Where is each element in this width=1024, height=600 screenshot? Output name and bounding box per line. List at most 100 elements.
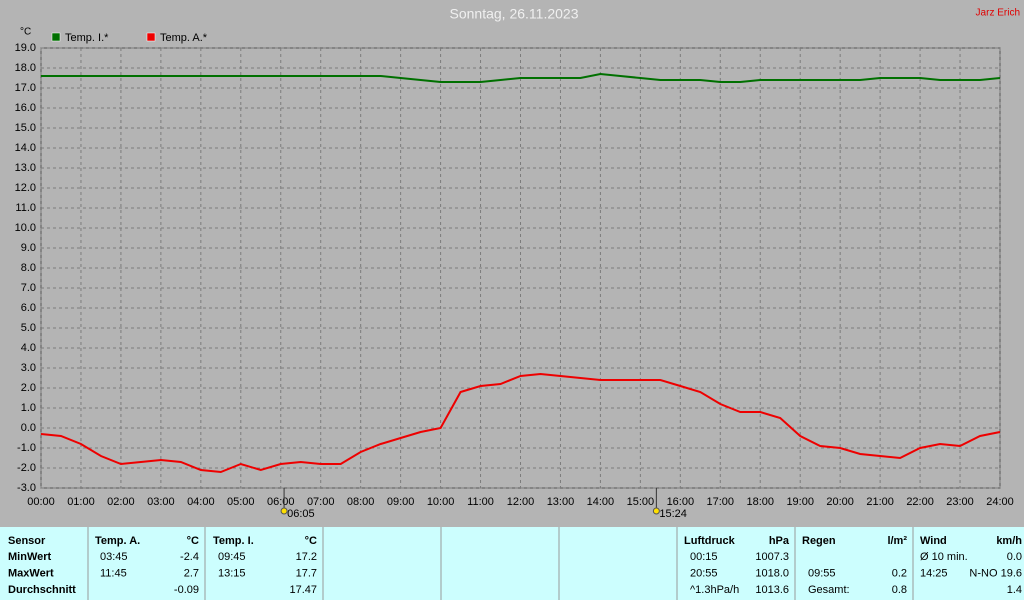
y-tick-label: 10.0 [15,222,36,234]
y-tick-label: 8.0 [21,262,36,274]
x-tick-label: 12:00 [507,496,535,508]
table-header: hPa [769,535,790,547]
y-tick-label: 16.0 [15,102,36,114]
table-header: Luftdruck [684,535,736,547]
y-tick-label: 6.0 [21,302,36,314]
x-tick-label: 00:00 [27,496,55,508]
y-tick-label: -2.0 [17,462,36,474]
table-cell: -2.4 [180,551,199,563]
x-tick-label: 10:00 [427,496,455,508]
y-tick-label: 9.0 [21,242,36,254]
table-cell: 0.8 [892,584,907,596]
y-tick-label: -3.0 [17,482,36,494]
x-tick-label: 13:00 [547,496,575,508]
y-tick-label: 7.0 [21,282,36,294]
y-tick-label: 4.0 [21,342,36,354]
author: Jarz Erich [976,8,1020,19]
y-tick-label: -1.0 [17,442,36,454]
sun-icon [652,507,660,515]
x-tick-label: 07:00 [307,496,335,508]
y-tick-label: 3.0 [21,362,36,374]
table-cell: ^1.3hPa/h [690,584,739,596]
table-header: km/h [996,535,1022,547]
table-cell: 09:55 [808,567,836,579]
legend-swatch [51,32,61,42]
row-label: Durchschnitt [8,584,76,596]
x-tick-label: 22:00 [906,496,934,508]
table-background [0,527,1024,600]
table-header: Wind [920,535,947,547]
table-header: °C [187,535,199,547]
row-label: MinWert [8,551,52,563]
x-tick-label: 14:00 [587,496,615,508]
table-header: l/m² [887,535,907,547]
legend-swatch [146,32,156,42]
y-tick-label: 13.0 [15,162,36,174]
x-tick-label: 05:00 [227,496,255,508]
table-cell: 1007.3 [755,551,789,563]
table-cell: 17.2 [296,551,317,563]
table-cell: Ø 10 min. [920,551,968,563]
y-tick-label: 12.0 [15,182,36,194]
table-cell: 20:55 [690,567,718,579]
series-line [41,72,1001,83]
y-tick-label: 18.0 [15,62,36,74]
x-tick-label: 16:00 [667,496,695,508]
x-tick-label: 06:00 [267,496,295,508]
x-tick-label: 15:00 [627,496,655,508]
table-cell: 13:15 [218,567,246,579]
x-tick-label: 17:00 [707,496,735,508]
x-tick-label: 24:00 [986,496,1014,508]
y-tick-label: 1.0 [21,402,36,414]
table-header: Temp. A. [95,535,140,547]
table-header: Sensor [8,535,46,547]
x-tick-label: 19:00 [786,496,814,508]
table-cell: 03:45 [100,551,128,563]
table-header: Regen [802,535,836,547]
sun-time: 06:05 [287,508,315,520]
table-cell: 17.47 [289,584,317,596]
x-tick-label: 01:00 [67,496,95,508]
y-tick-label: 5.0 [21,322,36,334]
sun-icon [280,507,288,515]
table-cell: 09:45 [218,551,246,563]
y-tick-label: 17.0 [15,82,36,94]
x-tick-label: 09:00 [387,496,415,508]
table-cell: -0.09 [174,584,199,596]
x-tick-label: 20:00 [826,496,854,508]
y-tick-label: 19.0 [15,42,36,54]
x-tick-label: 11:00 [467,496,494,508]
table-cell: 1018.0 [755,567,789,579]
table-cell: 0.0 [1007,551,1022,563]
table-header: °C [305,535,317,547]
row-label: MaxWert [8,567,54,579]
table-cell: 17.7 [296,567,317,579]
x-tick-label: 18:00 [746,496,774,508]
x-tick-label: 21:00 [866,496,894,508]
x-tick-label: 03:00 [147,496,175,508]
table-header: Temp. I. [213,535,254,547]
x-tick-label: 08:00 [347,496,375,508]
y-tick-label: 14.0 [15,142,36,154]
table-cell: 0.2 [892,567,907,579]
y-tick-label: 15.0 [15,122,36,134]
y-tick-label: 2.0 [21,382,36,394]
table-cell: N-NO 19.6 [969,567,1022,579]
legend-label: Temp. I.* [65,32,109,44]
table-cell: 1.4 [1007,584,1022,596]
table-cell: 11:45 [100,567,127,579]
y-tick-label: 0.0 [21,422,36,434]
x-tick-label: 02:00 [107,496,135,508]
table-cell: 14:25 [920,567,948,579]
y-unit: °C [20,27,31,38]
table-cell: 1013.6 [755,584,789,596]
x-tick-label: 23:00 [946,496,974,508]
table-cell: 2.7 [184,567,199,579]
sun-time: 15:24 [659,508,687,520]
legend-label: Temp. A.* [160,32,208,44]
table-cell: 00:15 [690,551,718,563]
series-line [40,372,1001,474]
x-tick-label: 04:00 [187,496,215,508]
